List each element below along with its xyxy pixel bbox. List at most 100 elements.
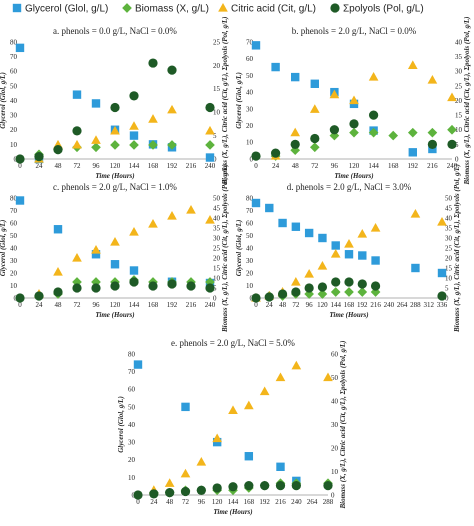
x-tick-label: 168 — [148, 162, 159, 170]
glycerol-marker — [251, 41, 261, 50]
citric-acid-marker — [437, 216, 447, 226]
polyols-marker — [53, 287, 63, 297]
glycerol-marker — [331, 241, 340, 250]
polyols-marker — [72, 126, 82, 136]
y-right-tick-label: 5 — [213, 284, 217, 292]
citric-acid-marker — [91, 135, 101, 144]
polyols-marker — [244, 480, 254, 491]
polyols-marker — [186, 281, 196, 291]
glycerol-marker — [72, 90, 82, 99]
polyols-marker — [205, 283, 215, 293]
y-right-axis-label: Biomass (X, g/L), Citric acid (Cit, g/L)… — [221, 164, 229, 333]
polyols-marker — [251, 293, 261, 303]
legend-marker — [218, 2, 228, 12]
x-tick-label: 264 — [307, 498, 318, 506]
glycerol-marker — [133, 360, 143, 369]
y-right-tick-label: 10 — [213, 274, 221, 282]
x-tick-label: 96 — [93, 162, 101, 170]
y-right-tick-label: 5 — [455, 141, 459, 149]
x-tick-label: 336 — [437, 301, 448, 309]
x-tick-label: 96 — [331, 162, 339, 170]
x-tick-label: 24 — [266, 301, 274, 309]
x-tick-label: 24 — [36, 301, 44, 309]
y-right-tick-label: 20 — [445, 254, 453, 262]
glycerol-marker — [181, 402, 190, 412]
x-tick-label: 48 — [292, 162, 300, 170]
x-tick-label: 288 — [410, 301, 421, 309]
y-right-tick-label: 20 — [213, 62, 221, 70]
polyols-marker — [331, 277, 341, 287]
x-tick-label: 192 — [408, 162, 419, 170]
y-left-tick-label: 30 — [246, 257, 254, 265]
y-right-tick-label: 30 — [331, 421, 339, 429]
panel-title: e. phenols = 2.0 g/L, NaCl = 5.0% — [171, 338, 295, 348]
citric-acid-marker — [186, 204, 196, 214]
polyols-marker — [291, 287, 301, 297]
chart-panel: d. phenols = 2.0 g/L, NaCl = 3.0% 0 24 48 72… — [235, 164, 461, 333]
citric-acid-marker — [53, 266, 63, 276]
polyols-marker — [34, 291, 44, 301]
legend-entry: Citric acid (Cit, g/L) — [218, 2, 316, 15]
citric-acid-marker — [148, 114, 158, 123]
y-left-axis-label: Glycerol (Glol, g/L) — [117, 396, 125, 453]
glycerol-marker — [91, 99, 101, 108]
x-tick-label: 192 — [357, 301, 368, 309]
polyols-marker — [129, 91, 139, 101]
polyols-marker — [72, 283, 82, 293]
y-left-tick-label: 30 — [246, 105, 254, 113]
citric-acid-marker — [323, 372, 333, 382]
legend-label: Σpolyols (Pol, g/L) — [343, 4, 424, 15]
x-tick-label: 72 — [74, 301, 82, 309]
series — [251, 110, 457, 161]
glycerol-marker — [205, 153, 215, 162]
glycerol-marker — [371, 256, 380, 265]
citric-acid-marker — [370, 222, 381, 232]
y-right-tick-label: 20 — [455, 97, 463, 105]
y-left-tick-label: 40 — [128, 421, 136, 429]
polyols-marker — [53, 145, 63, 155]
y-right-tick-label: 30 — [455, 68, 463, 76]
y-left-tick-label: 10 — [246, 282, 254, 290]
legend-marker — [330, 3, 340, 13]
chart-panel: a. phenols = 0.0 g/L, NaCl = 0.0% 0 24 48 72… — [0, 16, 229, 185]
x-tick-label: 144 — [228, 498, 239, 506]
citric-acid-marker — [410, 208, 421, 218]
glycerol-marker — [304, 228, 314, 238]
chart-panel: c. phenols = 2.0 g/L, NaCl = 1.0% 0 24 48 72… — [0, 164, 229, 333]
citric-acid-marker — [110, 236, 120, 246]
y-left-tick-label: 70 — [128, 368, 136, 376]
x-tick-label: 168 — [344, 301, 355, 309]
biomass-marker — [344, 287, 354, 297]
series — [15, 277, 215, 303]
y-left-tick-label: 50 — [10, 232, 18, 240]
polyols-marker — [270, 148, 281, 158]
x-tick-label: 240 — [447, 162, 458, 170]
x-axis-label: Time (Hours) — [329, 311, 368, 319]
polyols-marker — [291, 480, 301, 491]
polyols-marker — [370, 281, 381, 291]
polyols-marker — [349, 119, 359, 129]
polyols-marker — [304, 283, 314, 293]
y-right-tick-label: 0 — [455, 155, 459, 163]
chart-panel: b. phenols = 2.0 g/L, NaCl = 0.0% 0 24 48 72… — [235, 16, 471, 185]
y-right-axis-label: Biomass (X, g/L), Citric acid (Cit, g/L)… — [339, 340, 347, 509]
legend-entry: Glycerol (Glol, g/L) — [12, 3, 108, 15]
x-tick-label: 0 — [18, 162, 22, 170]
x-tick-label: 24 — [150, 498, 158, 506]
y-left-tick-label: 50 — [246, 72, 254, 80]
panel-title: b. phenols = 2.0 g/L, NaCl = 0.0% — [292, 26, 417, 36]
x-tick-label: 192 — [167, 162, 178, 170]
y-right-tick-label: 45 — [213, 204, 221, 212]
y-right-tick-label: 40 — [455, 38, 463, 46]
glycerol-marker — [265, 203, 274, 213]
x-tick-label: 192 — [259, 498, 270, 506]
y-left-tick-label: 70 — [10, 207, 18, 215]
citric-acid-marker — [205, 125, 215, 135]
x-tick-label: 96 — [93, 301, 101, 309]
legend-marker — [12, 3, 22, 13]
citric-acid-marker — [291, 276, 301, 286]
x-tick-label: 48 — [55, 162, 63, 170]
y-right-axis-label: Biomass (X, g/L), Citric acid (Cit, g/L)… — [463, 16, 471, 185]
y-right-tick-label: 5 — [445, 284, 449, 292]
biomass-marker — [349, 127, 359, 138]
